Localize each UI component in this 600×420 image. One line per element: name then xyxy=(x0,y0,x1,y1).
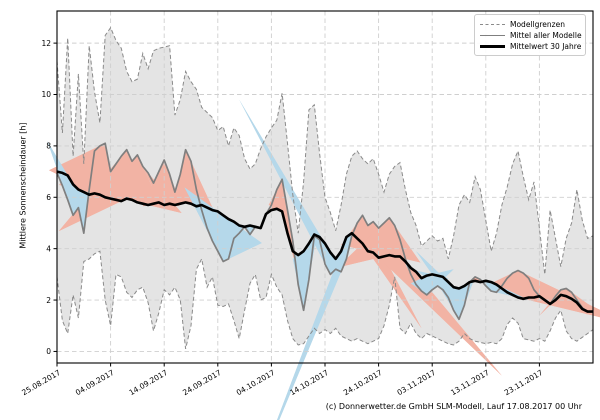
climate-mean-line xyxy=(56,170,593,313)
y-tick-label: 6 xyxy=(46,193,51,202)
model-upper-bound-line xyxy=(56,26,594,275)
below-normal-fill xyxy=(496,284,529,301)
above-normal-fill xyxy=(337,217,421,268)
y-tick-label: 12 xyxy=(41,39,51,48)
y-tick-label: 8 xyxy=(46,142,51,151)
below-normal-fill xyxy=(464,281,474,306)
above-normal-fill xyxy=(268,179,302,290)
thick-line-swatch xyxy=(480,45,505,48)
below-normal-fill xyxy=(244,225,256,235)
below-normal-fill xyxy=(277,232,353,420)
above-normal-fill xyxy=(571,292,599,312)
copyright-caption: (c) Donnerwetter.de GmbH SLM-Modell, Lau… xyxy=(325,402,582,411)
y-axis-label: Mittlere Sonnenscheindauer [h] xyxy=(18,122,28,249)
below-normal-fill xyxy=(239,99,341,275)
above-normal-fill xyxy=(394,225,421,263)
y-tick-label: 10 xyxy=(41,90,51,99)
y-tick-label: 0 xyxy=(46,347,51,356)
dashed-line-swatch xyxy=(480,24,505,25)
legend-label: Modellgrenzen xyxy=(510,20,565,29)
y-tick-label: 4 xyxy=(46,244,51,253)
model-mean-line xyxy=(56,142,593,321)
legend-label: Mittel aller Modelle xyxy=(510,31,582,40)
model-range-band xyxy=(57,27,593,349)
above-normal-fill xyxy=(528,278,545,298)
model-lower-bound-line xyxy=(56,250,594,350)
y-tick-label: 2 xyxy=(46,296,51,305)
legend-item-modellgrenzen: Modellgrenzen xyxy=(480,19,580,30)
below-normal-fill xyxy=(292,231,318,311)
below-normal-fill xyxy=(233,221,244,239)
solid-line-swatch xyxy=(480,35,505,36)
legend-item-mittelwert-30-jahre: Mittelwert 30 Jahre xyxy=(480,41,582,52)
chart-legend: Modellgrenzen Mittel aller Modelle Mitte… xyxy=(474,14,586,56)
legend-item-mittel-aller-modelle: Mittel aller Modelle xyxy=(480,30,582,41)
above-normal-fill xyxy=(191,161,214,209)
above-normal-fill xyxy=(147,160,180,205)
legend-label: Mittelwert 30 Jahre xyxy=(510,42,582,51)
